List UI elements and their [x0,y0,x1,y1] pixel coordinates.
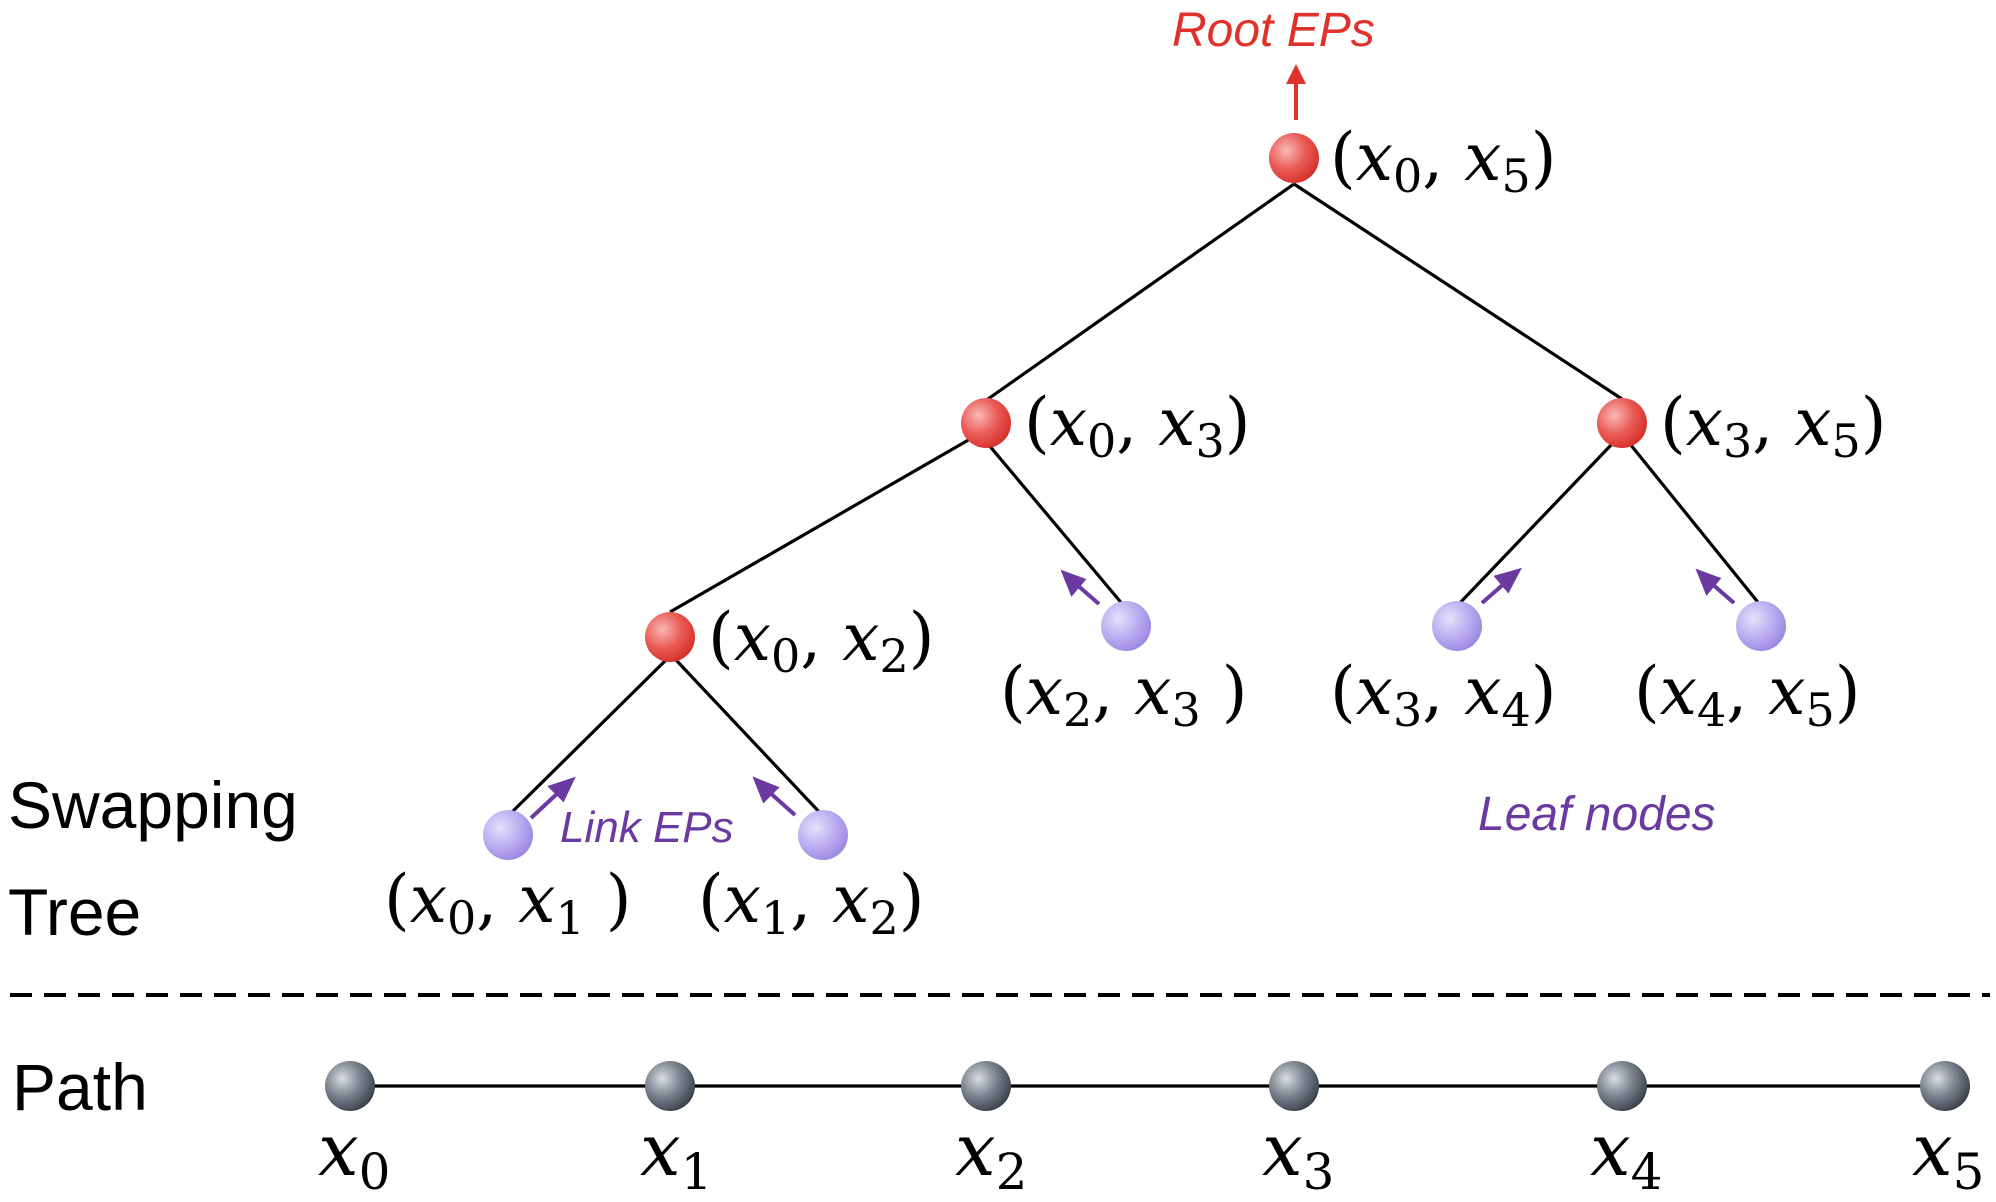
node-labels: (x0, x5) (x0, x3) (x3, x5) (x0, x2) (x2,… [384,119,1887,945]
edge-x3x5-x3x4 [1455,442,1614,608]
leaf-nodes-annotation: Leaf nodes [1478,788,1716,841]
node-x4-x5 [1736,601,1786,651]
node-x3-x5 [1597,398,1647,448]
path-node-x5 [1920,1061,1970,1111]
path-node-x1 [645,1061,695,1111]
tree-label: Tree [8,875,141,949]
arrow-x4x5-icon [1695,568,1736,605]
label-x3-x4: (x3, x4) [1330,653,1557,737]
root-ep-arrow-icon [1286,64,1306,120]
label-x3-x5: (x3, x5) [1660,384,1887,468]
path-label-x1: x1 [640,1108,712,1201]
link-eps-annotation: Link EPs [560,803,734,852]
path-node-x3 [1269,1061,1319,1111]
node-x0-x5 [1269,133,1319,183]
label-x2-x3: (x2, x3 ) [1000,653,1247,737]
swapping-label: Swapping [8,768,298,842]
tree-edges [506,182,1763,818]
label-x0-x3: (x0, x3) [1024,384,1251,468]
arrow-x2x3-icon [1060,569,1101,606]
arrow-x3x4-icon [1480,567,1522,605]
path-node-x4 [1597,1061,1647,1111]
path-node-x2 [961,1061,1011,1111]
link-ep-arrows [529,567,1736,820]
path-label-x5: x5 [1912,1108,1984,1201]
label-x0-x5: (x0, x5) [1330,119,1557,203]
path-labels: x0 x1 x2 x3 x4 x5 [318,1108,1984,1201]
edge-root-left [987,182,1295,401]
arrow-x0x1-icon [529,776,576,820]
edge-x3x5-x4x5 [1628,442,1763,608]
path-label-x4: x4 [1590,1108,1662,1201]
edge-x0x3-x0x2 [669,429,985,614]
node-x0-x1 [483,810,533,860]
path-label-x2: x2 [955,1108,1027,1201]
node-x0-x3 [961,398,1011,448]
tree-nodes [483,133,1786,860]
label-x4-x5: (x4, x5) [1634,653,1861,737]
edge-x0x3-x2x3 [986,442,1126,608]
path-node-x0 [325,1061,375,1111]
edge-root-right [1293,182,1623,401]
root-eps-annotation: Root EPs [1172,4,1375,57]
edge-x0x2-x1x2 [674,658,825,818]
node-x2-x3 [1101,601,1151,651]
edge-x0x2-x0x1 [506,658,668,818]
path-label: Path [12,1050,148,1124]
label-x0-x2: (x0, x2) [708,599,935,683]
path-label-x3: x3 [1262,1108,1334,1201]
path-chain [325,1061,1970,1111]
arrow-x1x2-icon [752,776,797,817]
label-x0-x1: (x0, x1 ) [384,861,631,945]
label-x1-x2: (x1, x2) [698,861,925,945]
node-x3-x4 [1432,601,1482,651]
node-x1-x2 [798,810,848,860]
path-label-x0: x0 [318,1108,390,1201]
node-x0-x2 [645,612,695,662]
